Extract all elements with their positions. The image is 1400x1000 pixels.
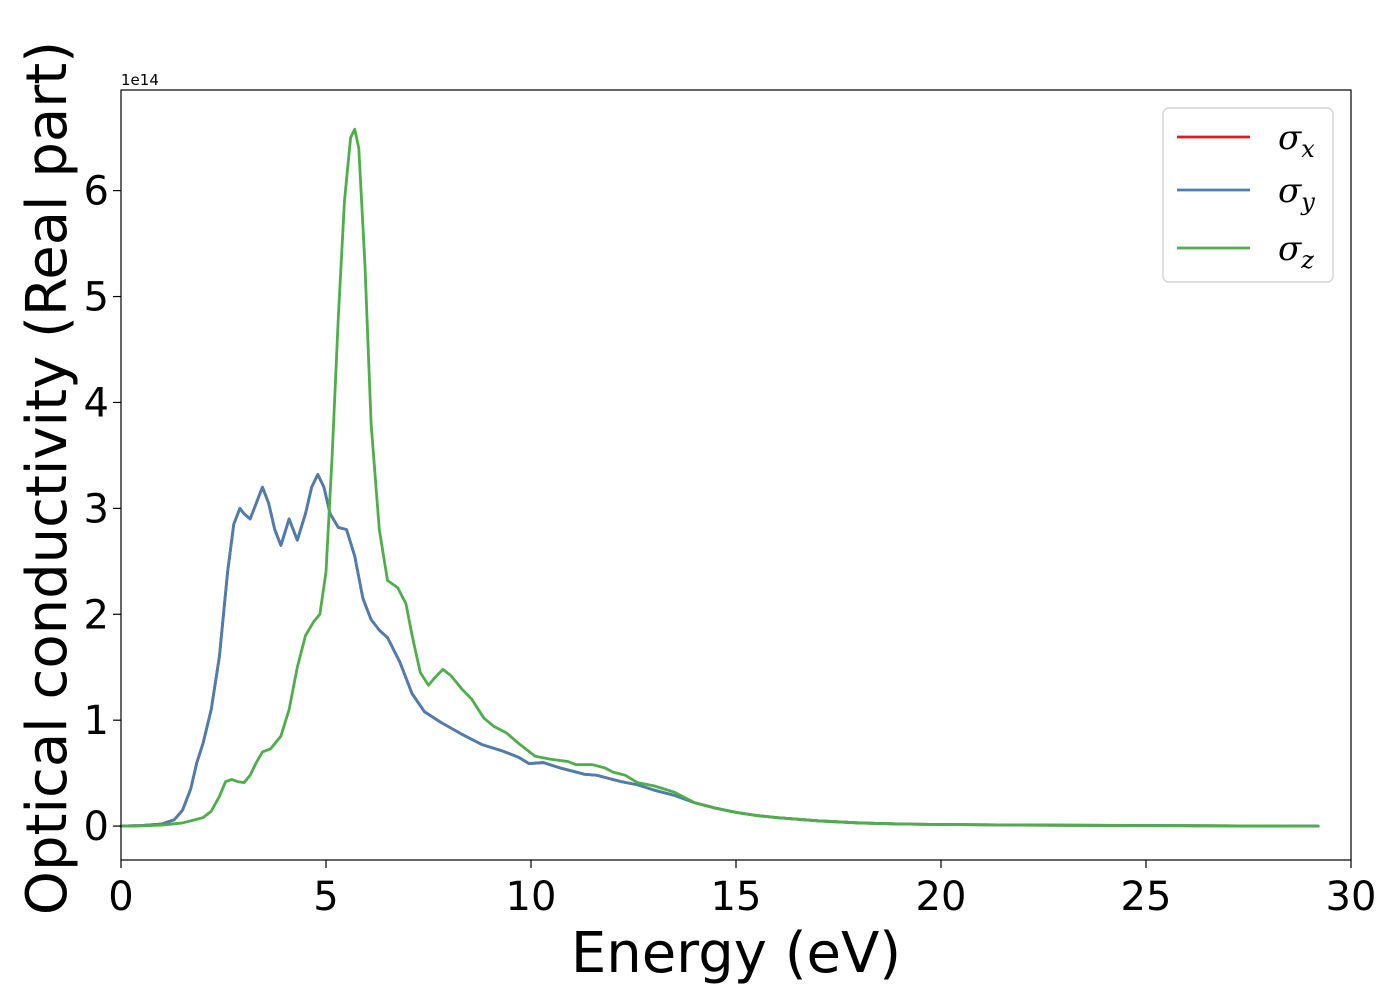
y-tick-label: 1 <box>84 698 109 744</box>
legend-label-z: σz <box>1278 229 1314 274</box>
plot-frame <box>120 89 1352 861</box>
y-tick-label: 0 <box>84 804 109 850</box>
y-offset-label: 1e14 <box>121 71 159 89</box>
y-tick-label: 3 <box>84 486 109 532</box>
y-axis-label: Optical conductivity (Real part) <box>15 41 80 915</box>
y-ticks: 0 1 2 3 4 5 6 <box>84 169 121 850</box>
y-tick-label: 5 <box>84 275 109 321</box>
series-line-z <box>119 127 1320 828</box>
x-tick-label: 30 <box>1326 874 1377 920</box>
y-tick-label: 4 <box>84 380 109 426</box>
legend-label-y: σy <box>1278 171 1315 216</box>
y-tick-label: 6 <box>84 169 109 215</box>
x-tick-label: 15 <box>711 874 762 920</box>
x-tick-label: 10 <box>506 874 557 920</box>
plot-background <box>121 90 1351 860</box>
x-axis-label: Energy (eV) <box>571 921 901 986</box>
legend-label-x: σx <box>1278 118 1315 163</box>
x-tick-label: 25 <box>1121 874 1172 920</box>
legend: σx σy σz <box>1162 107 1334 283</box>
x-ticks: 0 5 10 15 20 25 30 <box>108 860 1376 920</box>
y-tick-label: 2 <box>84 592 109 638</box>
x-tick-label: 0 <box>108 874 133 920</box>
x-tick-label: 20 <box>916 874 967 920</box>
series-layer <box>119 127 1320 828</box>
legend-box <box>1162 107 1334 283</box>
x-tick-label: 5 <box>313 874 338 920</box>
